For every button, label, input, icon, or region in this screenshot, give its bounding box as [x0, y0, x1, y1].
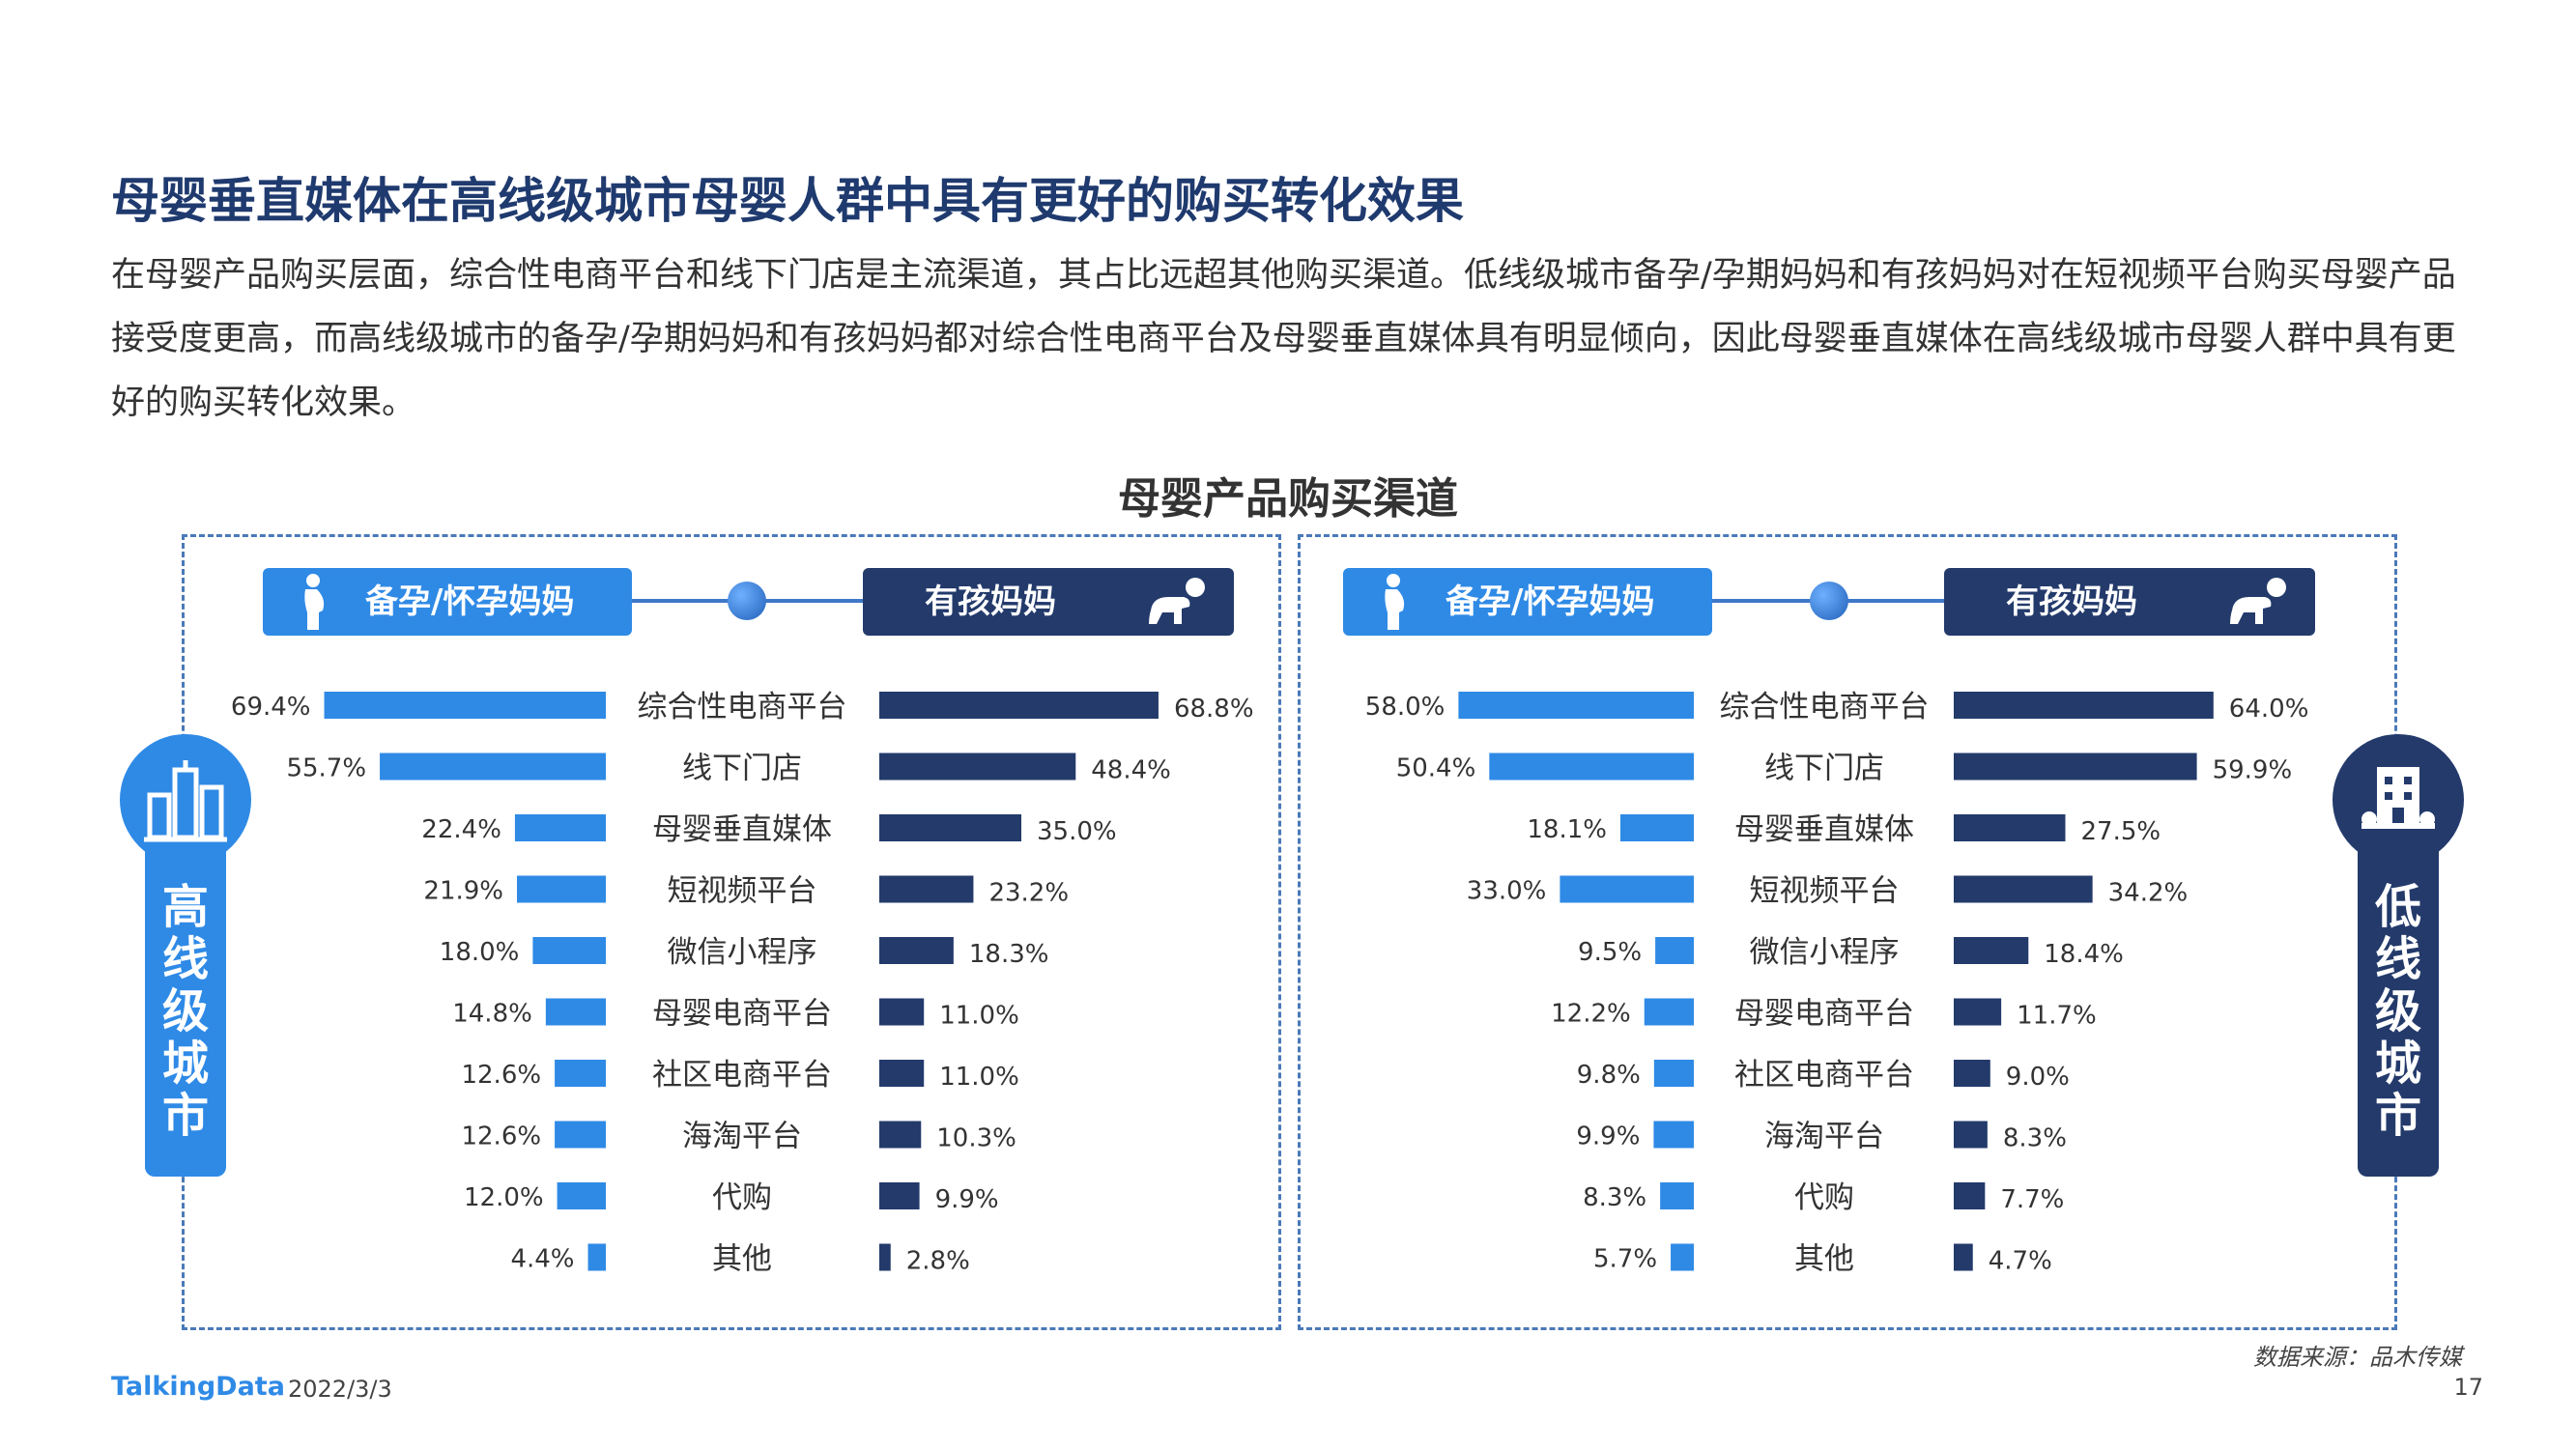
legend-pregnant: 备孕/怀孕妈妈 — [1343, 568, 1712, 636]
legend-pregnant-label: 备孕/怀孕妈妈 — [365, 582, 575, 621]
high-tier-city-label: 高 线 级 城 市 — [161, 880, 209, 1143]
page-number: 17 — [2453, 1374, 2483, 1401]
buildings-icon — [144, 760, 227, 842]
legend-with-child-label: 有孩妈妈 — [925, 582, 1056, 621]
crawling-baby-icon — [2230, 578, 2286, 624]
footer-date: 2022/3/3 — [288, 1376, 392, 1403]
page-title: 母婴垂直媒体在高线级城市母婴人群中具有更好的购买转化效果 — [111, 173, 1464, 229]
legend-with-child: 有孩妈妈 — [863, 568, 1234, 636]
high-tier-city-circle — [120, 734, 251, 866]
pregnant-woman-icon — [304, 574, 325, 630]
legend-connector-dot — [1810, 582, 1848, 620]
talkingdata-logo: TalkingData — [111, 1372, 285, 1402]
chart-title: 母婴产品购买渠道 — [1118, 474, 1458, 524]
pregnant-woman-icon — [1385, 574, 1405, 630]
building-icon — [2361, 767, 2435, 829]
legend-pregnant-label: 备孕/怀孕妈妈 — [1445, 582, 1655, 621]
data-source: 数据来源：品木传媒 — [2253, 1344, 2462, 1371]
legend-connector-dot — [728, 582, 766, 620]
legend-with-child: 有孩妈妈 — [1944, 568, 2315, 636]
legend-pregnant: 备孕/怀孕妈妈 — [263, 568, 632, 636]
panel-high-tier — [182, 534, 1281, 1330]
page-description: 在母婴产品购买层面，综合性电商平台和线下门店是主流渠道，其占比远超其他购买渠道。… — [111, 256, 2456, 422]
low-tier-city-label: 低 线 级 城 市 — [2374, 880, 2421, 1143]
panel-low-tier — [1298, 534, 2397, 1330]
crawling-baby-icon — [1149, 578, 1205, 624]
legend-with-child-label: 有孩妈妈 — [2006, 582, 2137, 621]
